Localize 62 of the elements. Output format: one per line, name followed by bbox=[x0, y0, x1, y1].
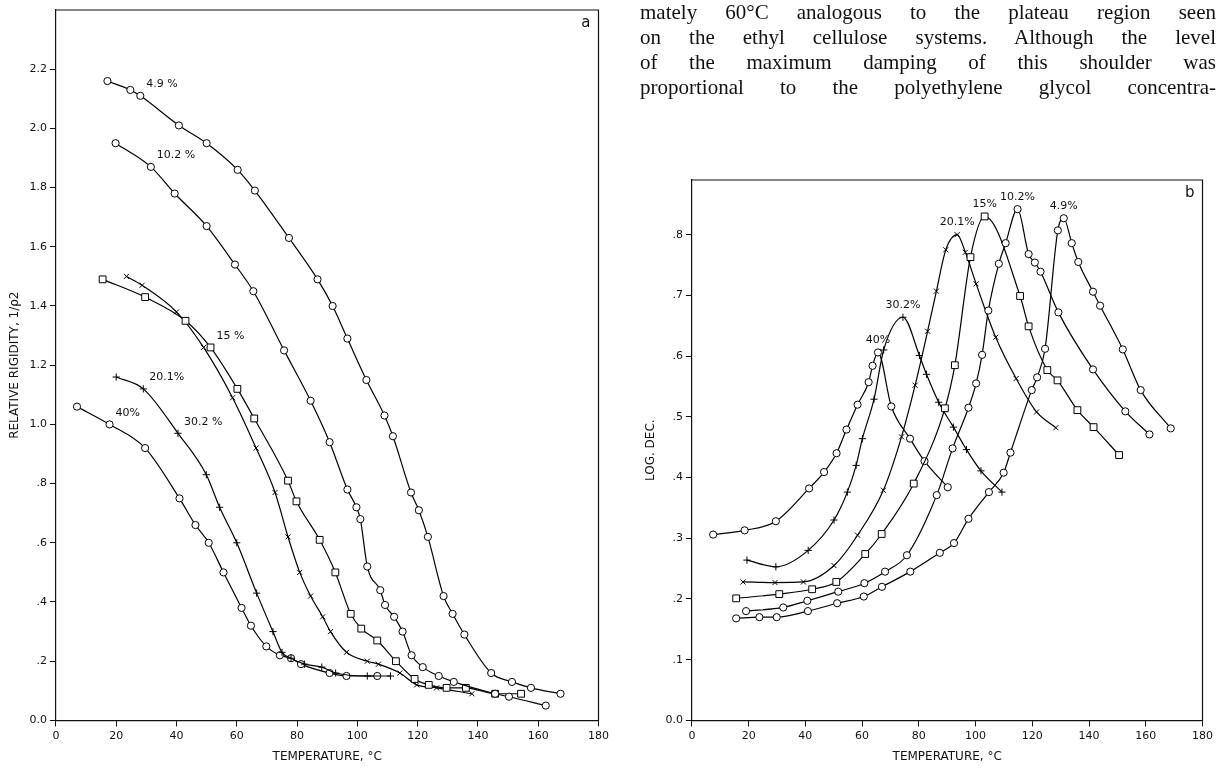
x-tick-label: 20 bbox=[741, 728, 756, 742]
annotation: 10.2 % bbox=[156, 148, 196, 162]
text: mately 60°C analogous to the plateau region seen bbox=[640, 0, 1216, 25]
y-tick-label: .4 bbox=[36, 594, 47, 608]
x-tick-label: 120 bbox=[407, 728, 429, 742]
x-tick-label: 160 bbox=[527, 728, 549, 742]
x-tick-label: 140 bbox=[1078, 728, 1100, 742]
annotation: 10.2% bbox=[1000, 189, 1036, 203]
y-tick-label: .8 bbox=[672, 227, 683, 241]
annotation: 30.2 % bbox=[183, 414, 223, 428]
y-tick-label: 2.2 bbox=[29, 62, 47, 76]
y-tick-label: .2 bbox=[672, 591, 683, 605]
y-tick-label: 0.0 bbox=[29, 713, 47, 727]
y-tick-label: .1 bbox=[672, 652, 683, 666]
x-tick-label: 20 bbox=[109, 728, 124, 742]
x-tick-label: 100 bbox=[965, 728, 987, 742]
x-tick-label: 80 bbox=[290, 728, 305, 742]
text: proportional to the polyethylene glycol concentra- bbox=[640, 75, 1216, 100]
y-tick-label: .6 bbox=[36, 535, 47, 549]
annotation: 4.9% bbox=[1049, 198, 1078, 212]
y-tick-label: 1.4 bbox=[29, 298, 47, 312]
y-tick-label: 1.6 bbox=[29, 239, 47, 253]
y-tick-label: 2.0 bbox=[29, 121, 47, 135]
annotation: 20.1% bbox=[939, 215, 975, 229]
annotation: 40% bbox=[115, 405, 140, 419]
y-tick-label: 0.0 bbox=[665, 713, 683, 727]
text: on the ethyl cellulose systems. Although the level bbox=[640, 25, 1216, 50]
x-tick-label: 160 bbox=[1135, 728, 1157, 742]
x-tick-label: 180 bbox=[1192, 728, 1213, 742]
annotation: 15 % bbox=[216, 328, 245, 342]
x-axis-title: TEMPERATURE, °C bbox=[891, 748, 1002, 763]
y-tick-label: 1.2 bbox=[29, 358, 47, 372]
x-tick-label: 60 bbox=[229, 728, 244, 742]
x-tick-label: 40 bbox=[798, 728, 813, 742]
x-tick-label: 40 bbox=[169, 728, 184, 742]
y-tick-label: 1.8 bbox=[29, 180, 47, 194]
y-axis-title: RELATIVE RIGIDITY, 1/ρ2 bbox=[7, 291, 22, 439]
annotation: b bbox=[1184, 183, 1195, 202]
x-tick-label: 120 bbox=[1021, 728, 1043, 742]
text: of the maximum damping of this shoulder was bbox=[640, 50, 1216, 75]
annotation: 4.9 % bbox=[146, 77, 178, 91]
x-axis-title: TEMPERATURE, °C bbox=[271, 748, 382, 763]
y-tick-label: .2 bbox=[36, 654, 47, 668]
y-tick-label: .4 bbox=[672, 470, 683, 484]
y-tick-label: .5 bbox=[672, 409, 683, 423]
annotation: 15% bbox=[972, 196, 997, 210]
x-tick-label: 140 bbox=[467, 728, 489, 742]
annotation: a bbox=[581, 13, 591, 32]
x-tick-label: 80 bbox=[911, 728, 926, 742]
annotation: 20.1% bbox=[149, 370, 185, 384]
y-tick-label: .7 bbox=[672, 288, 683, 302]
y-tick-label: 1.0 bbox=[29, 417, 47, 431]
x-tick-label: 0 bbox=[688, 728, 696, 742]
y-tick-label: .3 bbox=[672, 531, 683, 545]
annotation: 30.2% bbox=[885, 297, 921, 311]
x-tick-label: 180 bbox=[588, 728, 609, 742]
x-tick-label: 60 bbox=[855, 728, 870, 742]
x-tick-label: 0 bbox=[52, 728, 60, 742]
y-axis-title: LOG. DEC. bbox=[643, 419, 658, 482]
y-tick-label: .8 bbox=[36, 476, 47, 490]
x-tick-label: 100 bbox=[346, 728, 368, 742]
y-tick-label: .6 bbox=[672, 348, 683, 362]
